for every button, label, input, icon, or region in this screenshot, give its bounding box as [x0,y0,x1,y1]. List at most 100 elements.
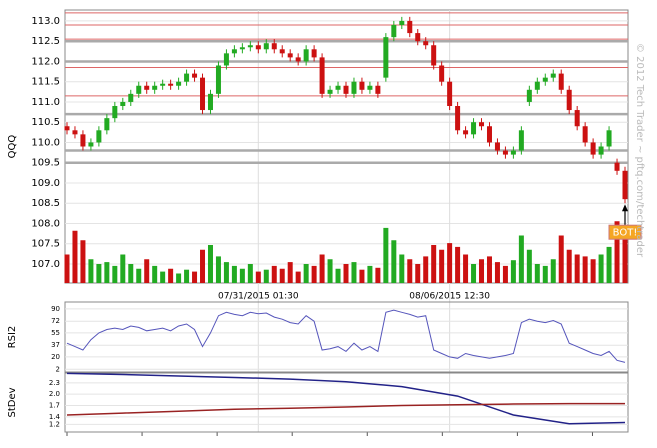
series-line [66,309,626,363]
volume-bar [64,254,70,283]
volume-bar [112,265,118,283]
y-tick-label: 2 [56,365,60,373]
candle-body [303,49,309,62]
volume-bar [88,259,94,283]
candle-body [327,89,333,94]
y-tick-label: 2.0 [49,390,60,398]
candle-body [192,73,198,78]
volume-bar [399,254,405,283]
candle-body [510,150,516,155]
candle-body [72,130,78,135]
volume-bar [215,256,221,283]
candle-body [207,93,213,111]
candle-body [407,20,413,34]
candle-body [526,89,532,102]
y-tick-label: 108.5 [31,198,60,209]
volume-bar [239,268,245,283]
volume-bar [295,271,301,283]
y-axis-label: QQQ [7,135,18,159]
candle-body [367,85,373,90]
volume-bar [359,269,365,283]
volume-bar [136,268,142,283]
candle-body [104,118,110,131]
panel-frame [64,372,629,433]
y-tick-label: 109.5 [31,158,60,169]
volume-bar [231,265,237,283]
y-axis-label: RSI2 [7,326,18,349]
annotation-box [608,224,642,240]
x-tick-label: 07/31/2015 01:30 [218,292,299,302]
candle-body [263,43,269,50]
volume-bar [247,264,253,283]
volume-bar [439,249,445,283]
volume-bar [598,254,604,283]
volume-bar [263,269,269,283]
volume-bar [287,262,293,283]
y-tick-label: 90 [51,305,60,313]
y-tick-label: 37 [51,341,60,349]
candle-body [479,122,485,127]
volume-bar [192,271,198,283]
volume-bar [184,269,190,283]
y-tick-label: 1.2 [49,420,60,428]
candle-body [606,130,612,147]
candle-body [184,73,190,82]
candle-body [423,41,429,46]
y-tick-label: 107.5 [31,239,60,250]
candle-body [128,93,134,102]
y-tick-label: 111.5 [31,77,60,88]
y-tick-label: 1.7 [49,402,60,410]
y-axis-label: StDev [7,387,18,417]
candle-body [383,37,389,78]
candle-body [96,130,102,143]
candle-body [80,134,86,147]
volume-bar [431,245,437,283]
volume-bar [303,264,309,283]
volume-bar [550,259,556,283]
volume-bar [582,256,588,283]
candle-body [351,81,357,94]
candle-body [566,89,572,111]
volume-bar [168,268,174,283]
y-tick-label: 112.0 [31,56,60,67]
annotation: BOT! [613,228,638,239]
candle-body [439,65,445,82]
volume-bar [160,271,166,283]
candle-body [574,110,580,127]
volume-bar [614,221,620,283]
y-tick-label: 110.5 [31,117,60,128]
volume-bar [351,262,357,283]
volume-bar [152,265,158,283]
volume-bar [311,265,317,283]
volume-bar [590,259,596,283]
candle-body [486,126,492,143]
series-line [66,402,625,416]
volume-bar [343,264,349,283]
volume-bar [279,268,285,283]
volume-bar [479,259,485,283]
volume-bar [207,245,213,283]
volume-bar [622,230,628,283]
y-tick-label: 110.0 [31,137,60,148]
volume-bar [447,243,453,283]
candle-body [582,126,588,143]
candle-body [375,85,381,94]
volume-bar [542,265,548,283]
y-tick-label: 113.0 [31,16,60,27]
candle-body [558,73,564,90]
volume-bar [383,227,389,283]
candle-body [542,77,548,82]
candle-body [614,162,620,171]
candle-body [319,57,325,94]
candle-body [550,73,556,78]
volume-bar [518,235,524,283]
y-tick-label: 108.0 [31,218,60,229]
volume-bar [423,256,429,283]
candle-body [415,33,421,42]
volume-bar [200,249,206,283]
candle-body [64,126,70,131]
candle-body [391,24,397,38]
volume-bar [566,249,572,283]
candle-body [239,47,245,50]
